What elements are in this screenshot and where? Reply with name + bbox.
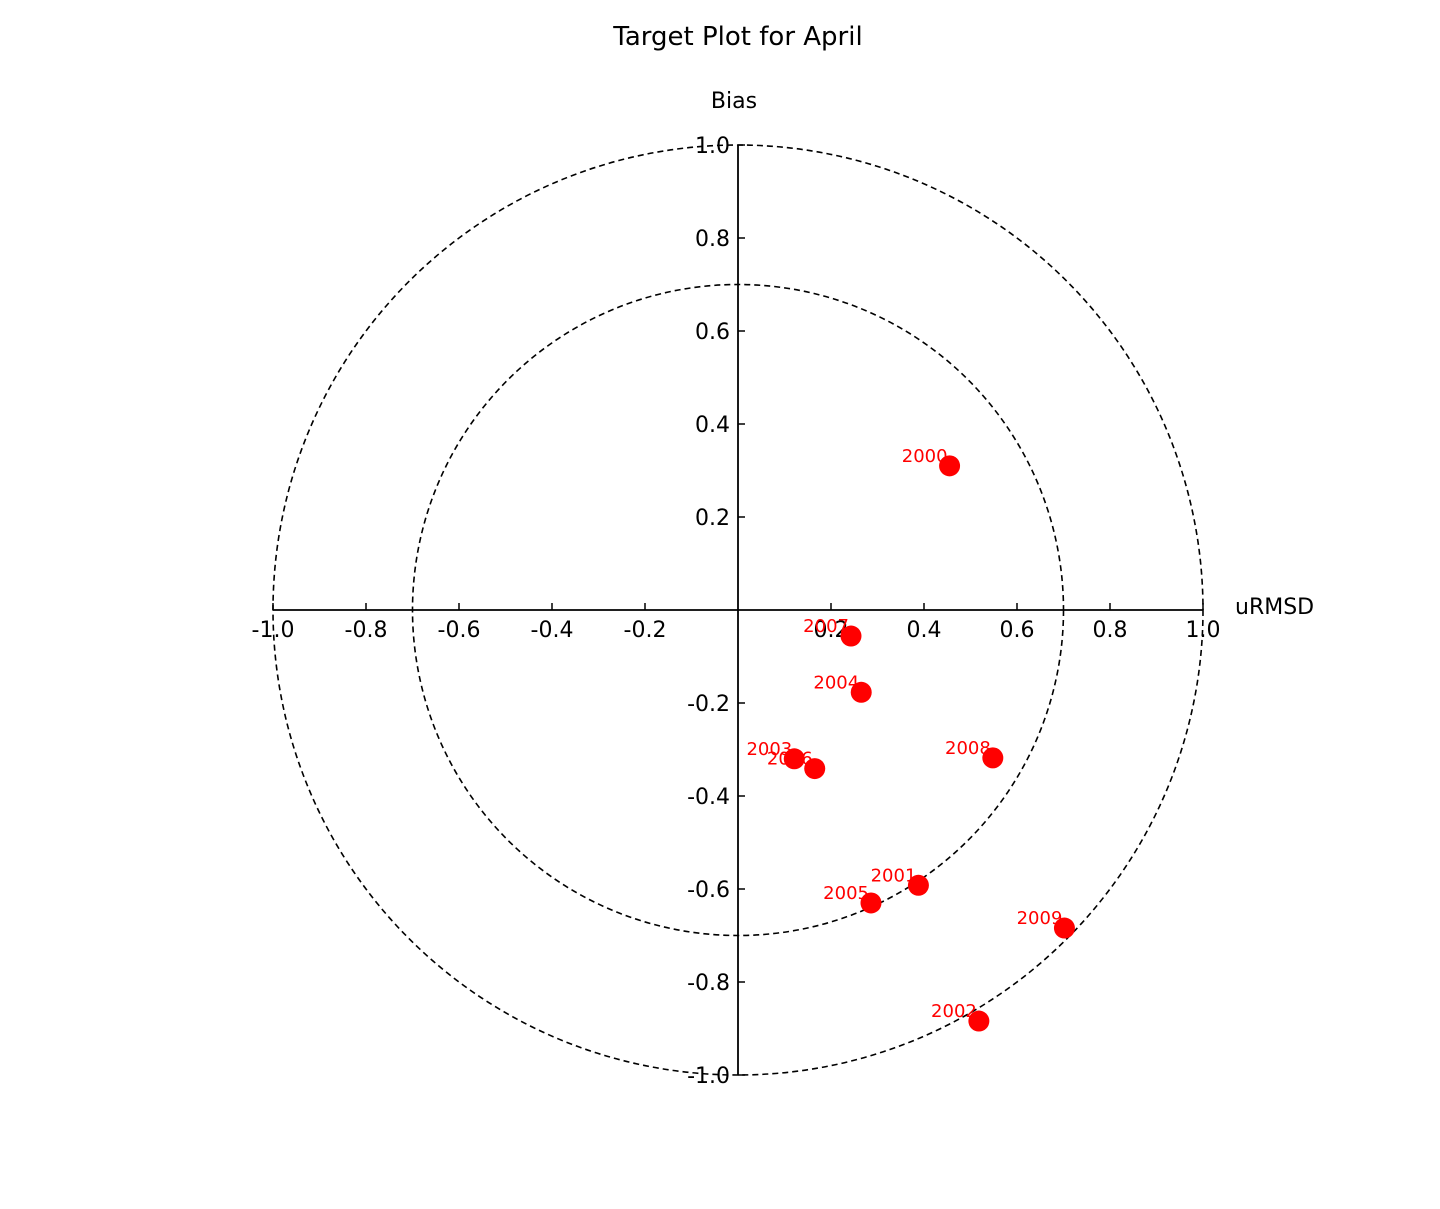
axes [273, 145, 1203, 1075]
data-point-2000 [939, 455, 961, 477]
data-point-label-2006: 2006 [767, 749, 813, 770]
y-tick-label: -1.0 [687, 1064, 730, 1089]
y-tick-label: 0.8 [695, 227, 730, 252]
y-tick-label: 0.4 [695, 413, 730, 438]
data-point-2005 [860, 892, 882, 914]
data-point-label-2003: 2003 [746, 739, 792, 760]
y-tick-label: 0.2 [695, 506, 730, 531]
data-point-2003 [783, 748, 805, 770]
x-tick-label: -0.8 [345, 618, 388, 643]
y-tick-label: 0.6 [695, 320, 730, 345]
x-tick-label: -0.6 [438, 618, 481, 643]
y-tick-label: -0.4 [687, 785, 730, 810]
data-point-2007 [840, 625, 862, 647]
y-tick-label: -0.8 [687, 971, 730, 996]
x-tick-label: 0.8 [1093, 618, 1128, 643]
data-point-2006 [804, 758, 826, 780]
x-tick-label: -0.2 [624, 618, 667, 643]
data-point-label-2005: 2005 [823, 883, 869, 904]
data-point-label-2009: 2009 [1017, 908, 1063, 929]
y-tick-label: -0.6 [687, 878, 730, 903]
data-point-2009 [1053, 917, 1075, 939]
data-point-2002 [968, 1010, 990, 1032]
x-tick-label: 0.4 [907, 618, 942, 643]
chart-title: Target Plot for April [612, 22, 862, 52]
data-points: 2000 2001 2002 2003 2004 2005 2006 2007 2008 2009 [746, 446, 1075, 1032]
tick-marks-and-labels: -1.0 -0.8 -0.6 -0.4 -0.2 0.2 0.4 0.6 0.8 1.0 1.0 0.… [252, 134, 1221, 1089]
y-tick-label: -0.2 [687, 692, 730, 717]
data-point-label-2000: 2000 [902, 446, 948, 467]
data-point-label-2001: 2001 [871, 865, 917, 886]
y-tick-label: 1.0 [695, 134, 730, 159]
data-point-2004 [850, 681, 872, 703]
data-point-label-2008: 2008 [945, 738, 991, 759]
x-axis-label: uRMSD [1235, 595, 1314, 620]
data-point-label-2004: 2004 [813, 672, 859, 693]
data-point-2001 [907, 874, 929, 896]
data-point-2008 [982, 747, 1004, 769]
x-tick-label: -0.4 [531, 618, 574, 643]
x-tick-label: 0.6 [1000, 618, 1035, 643]
y-axis-label: Bias [711, 89, 757, 114]
data-point-label-2007: 2007 [803, 616, 849, 637]
x-tick-label: 1.0 [1186, 618, 1221, 643]
data-point-label-2002: 2002 [931, 1001, 977, 1022]
x-tick-label: -1.0 [252, 618, 295, 643]
